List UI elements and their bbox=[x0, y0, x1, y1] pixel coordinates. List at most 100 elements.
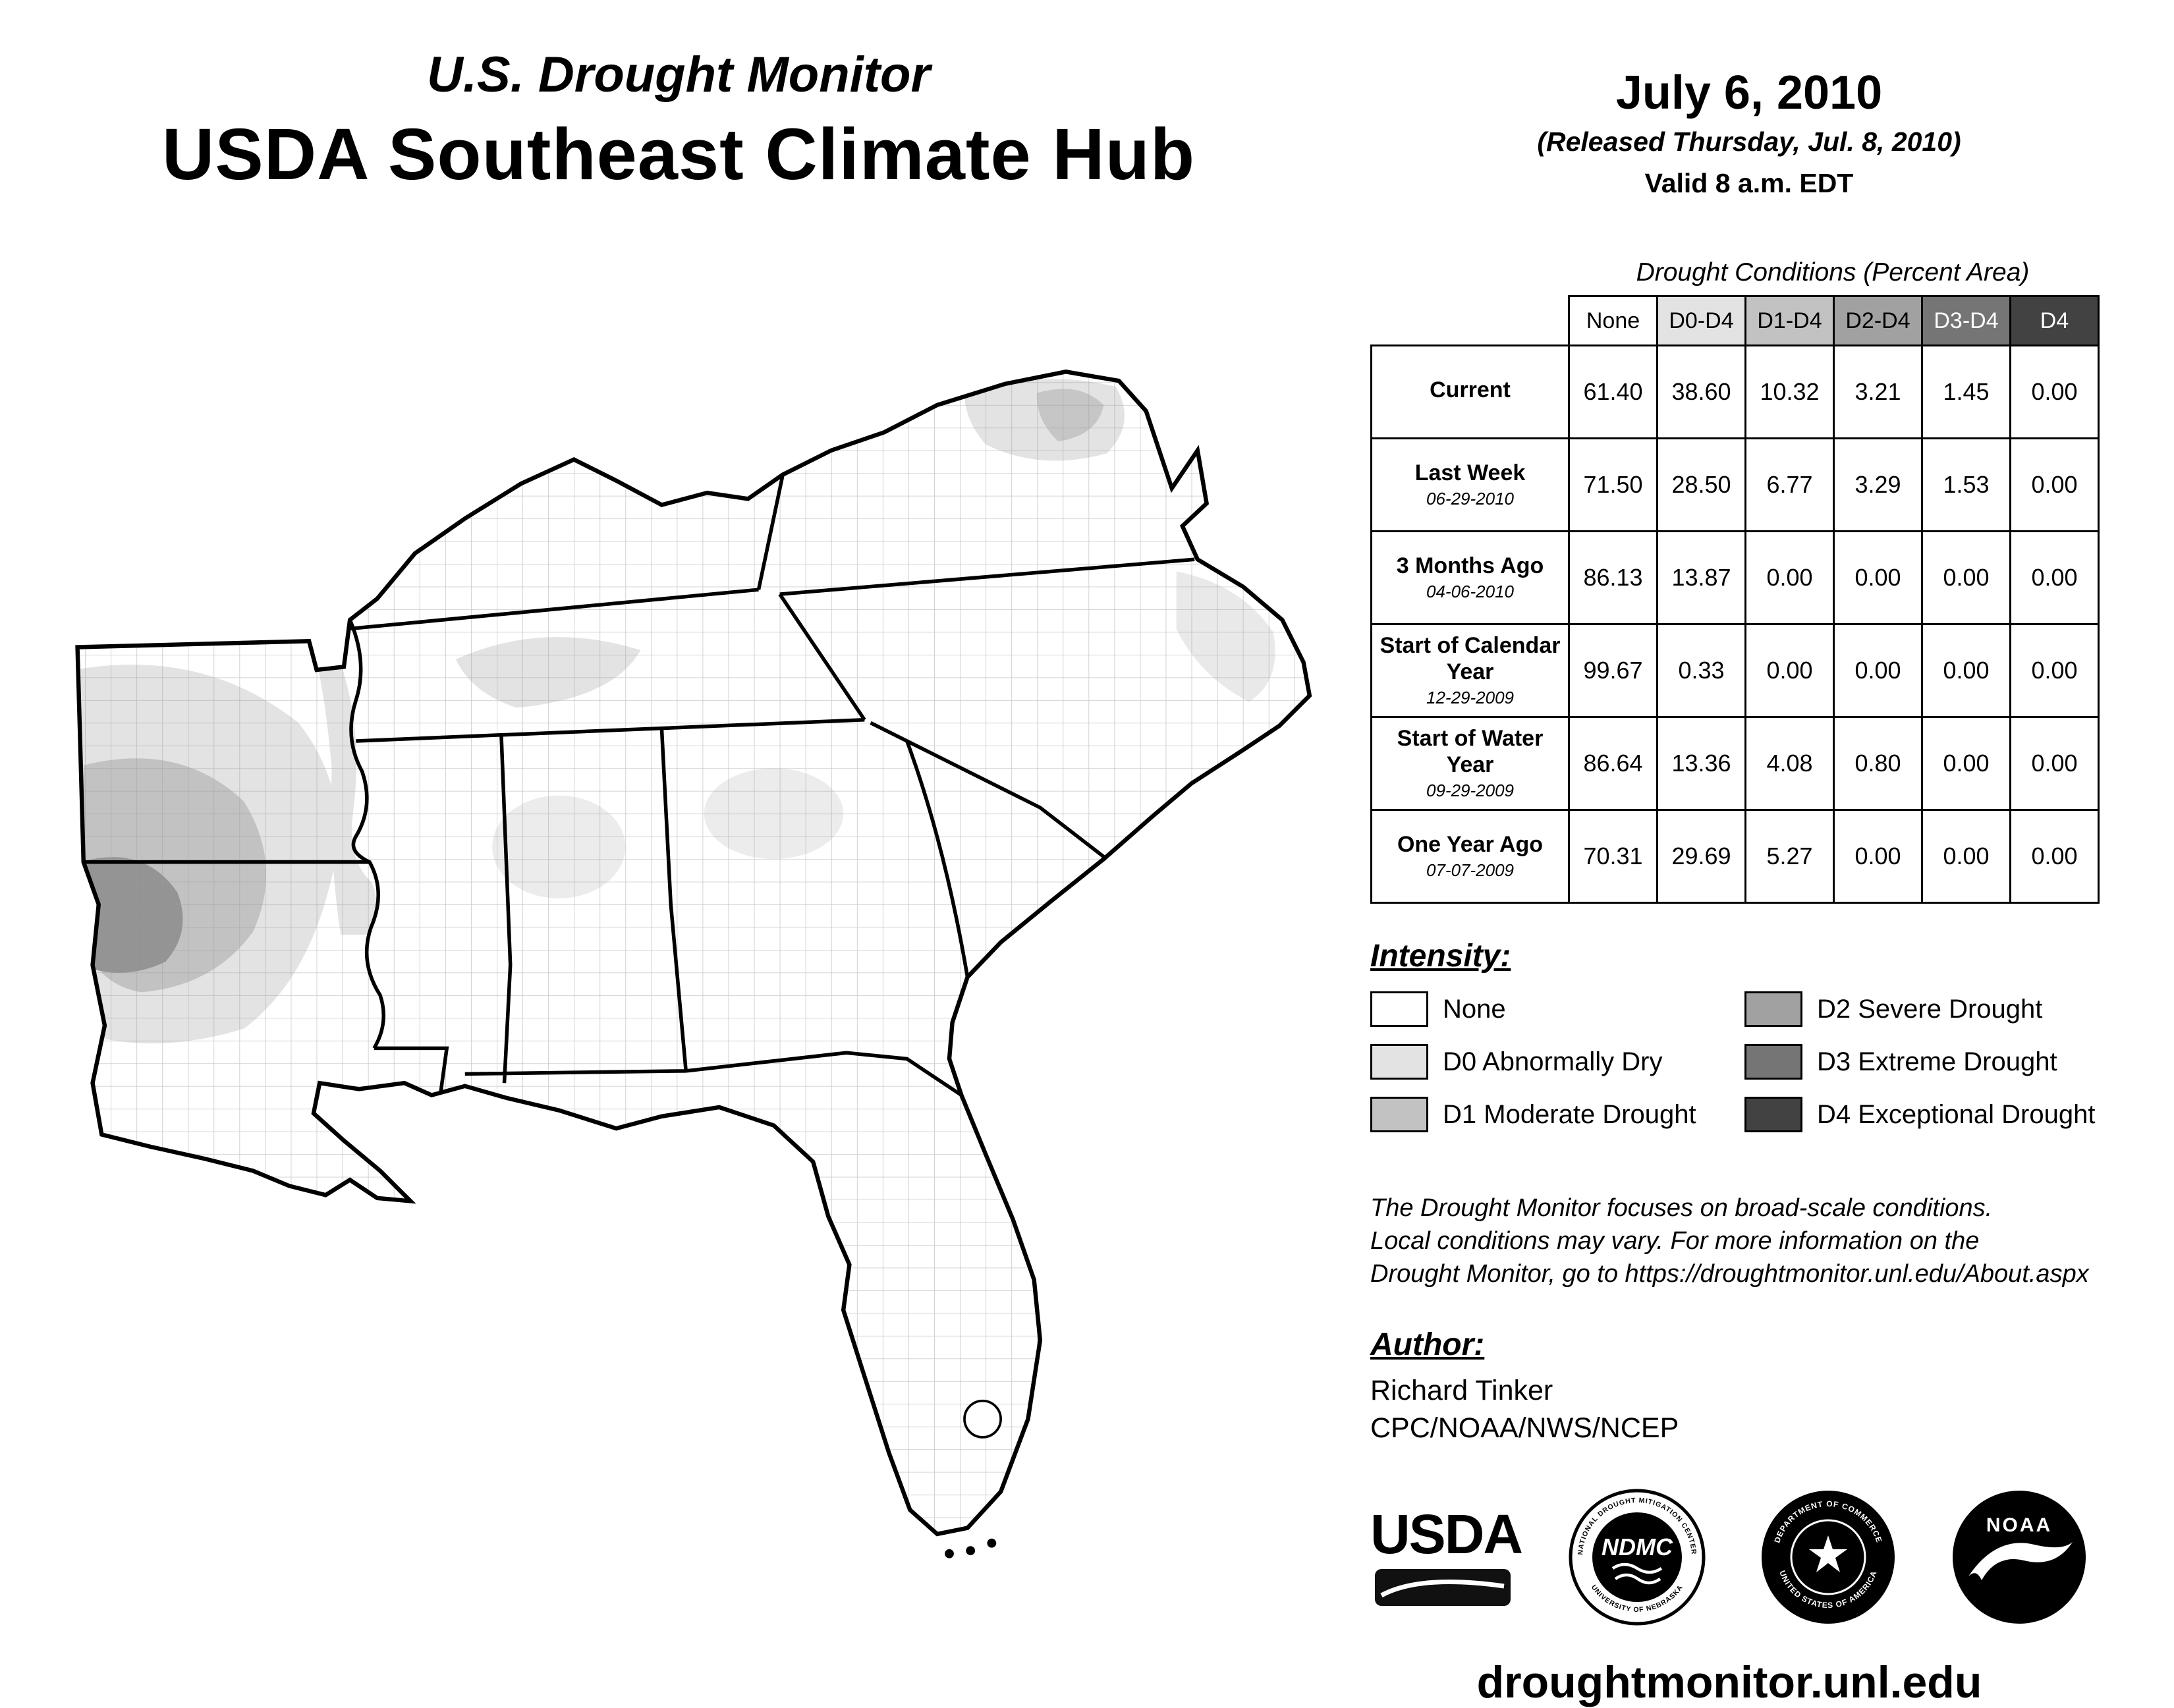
release-note: (Released Thursday, Jul. 8, 2010) bbox=[1537, 126, 1961, 157]
legend-swatch-d2 bbox=[1744, 991, 1802, 1027]
table-row: Start of Water Year 09-29-2009 86.64 13.… bbox=[1370, 716, 2100, 811]
table-row: Start of Calendar Year 12-29-2009 99.67 … bbox=[1370, 623, 2100, 718]
value-cell: 0.00 bbox=[1833, 530, 1923, 625]
legend-swatch-d0 bbox=[1370, 1044, 1428, 1080]
row-label-last-week: Last Week 06-29-2010 bbox=[1370, 437, 1570, 532]
value-cell: 0.00 bbox=[1744, 530, 1835, 625]
disclaimer-line: The Drought Monitor focuses on broad-sca… bbox=[1370, 1194, 1993, 1222]
row-label-one-year-ago: One Year Ago 07-07-2009 bbox=[1370, 809, 1570, 904]
value-cell: 0.00 bbox=[2009, 344, 2100, 439]
col-header-d1-d4: D1-D4 bbox=[1744, 295, 1835, 346]
county-lines-texture bbox=[77, 372, 1310, 1534]
col-header-d4: D4 bbox=[2009, 295, 2100, 346]
value-cell: 70.31 bbox=[1568, 809, 1658, 904]
legend-item-none: None bbox=[1370, 991, 1744, 1027]
lake-okeechobee bbox=[963, 1399, 1002, 1439]
logo-row: USDA NATIONAL DROUGHT MITIGATION CENTER … bbox=[1370, 1488, 2088, 1626]
author-org: CPC/NOAA/NWS/NCEP bbox=[1370, 1412, 1679, 1445]
value-cell: 13.36 bbox=[1656, 716, 1746, 811]
value-cell: 0.00 bbox=[1833, 623, 1923, 718]
col-header-d0-d4: D0-D4 bbox=[1656, 295, 1746, 346]
doc-eagle-icon bbox=[1809, 1535, 1847, 1573]
region-outline bbox=[75, 370, 1312, 1537]
disclaimer-line: Drought Monitor, go to https://droughtmo… bbox=[1370, 1260, 2089, 1288]
footer-url: droughtmonitor.unl.edu bbox=[1476, 1657, 1982, 1708]
legend-column-left: None D0 Abnormally Dry D1 Moderate Droug… bbox=[1370, 991, 1744, 1149]
florida-keys bbox=[945, 1538, 997, 1558]
value-cell: 0.00 bbox=[2009, 716, 2100, 811]
author-heading: Author: bbox=[1370, 1327, 1485, 1363]
ndmc-logo: NATIONAL DROUGHT MITIGATION CENTER UNIVE… bbox=[1569, 1489, 1706, 1626]
value-cell: 0.00 bbox=[2009, 623, 2100, 718]
noaa-logo-text: NOAA bbox=[1986, 1514, 2052, 1536]
value-cell: 0.00 bbox=[2009, 437, 2100, 532]
row-label-current: Current bbox=[1370, 344, 1570, 439]
intensity-legend: None D0 Abnormally Dry D1 Moderate Droug… bbox=[1370, 991, 2128, 1149]
legend-column-right: D2 Severe Drought D3 Extreme Drought D4 … bbox=[1744, 991, 2119, 1149]
value-cell: 4.08 bbox=[1744, 716, 1835, 811]
value-cell: 99.67 bbox=[1568, 623, 1658, 718]
value-cell: 0.00 bbox=[2009, 530, 2100, 625]
value-cell: 28.50 bbox=[1656, 437, 1746, 532]
value-cell: 0.80 bbox=[1833, 716, 1923, 811]
southeast-map-svg bbox=[75, 370, 1312, 1558]
ndmc-wave-icon bbox=[1614, 1574, 1661, 1585]
drought-map bbox=[59, 359, 1331, 1571]
value-cell: 13.87 bbox=[1656, 530, 1746, 625]
value-cell: 86.64 bbox=[1568, 716, 1658, 811]
legend-item-d4: D4 Exceptional Drought bbox=[1744, 1097, 2119, 1132]
right-column: July 6, 2010 (Released Thursday, Jul. 8,… bbox=[1370, 66, 2128, 1708]
table-row: One Year Ago 07-07-2009 70.31 29.69 5.27… bbox=[1370, 809, 2100, 904]
ndmc-wave-icon bbox=[1611, 1563, 1663, 1574]
legend-swatch-none bbox=[1370, 991, 1428, 1027]
value-cell: 0.00 bbox=[1921, 716, 2011, 811]
table-header-row: None D0-D4 D1-D4 D2-D4 D3-D4 D4 bbox=[1371, 295, 2100, 346]
table-row: Last Week 06-29-2010 71.50 28.50 6.77 3.… bbox=[1370, 437, 2100, 532]
noaa-seagull-icon bbox=[1968, 1542, 2073, 1581]
ndmc-logo-text: NDMC bbox=[1602, 1533, 1673, 1560]
value-cell: 3.21 bbox=[1833, 344, 1923, 439]
value-cell: 6.77 bbox=[1744, 437, 1835, 532]
value-cell: 1.53 bbox=[1921, 437, 2011, 532]
value-cell: 0.00 bbox=[1921, 809, 2011, 904]
value-cell: 10.32 bbox=[1744, 344, 1835, 439]
row-label-start-water-year: Start of Water Year 09-29-2009 bbox=[1370, 716, 1570, 811]
value-cell: 0.00 bbox=[1921, 530, 2011, 625]
table-caption: Drought Conditions (Percent Area) bbox=[1636, 258, 2030, 287]
value-cell: 1.45 bbox=[1921, 344, 2011, 439]
header: U.S. Drought Monitor USDA Southeast Clim… bbox=[26, 46, 1331, 196]
value-cell: 29.69 bbox=[1656, 809, 1746, 904]
author-name: Richard Tinker bbox=[1370, 1375, 1553, 1407]
value-cell: 0.33 bbox=[1656, 623, 1746, 718]
legend-swatch-d1 bbox=[1370, 1097, 1428, 1132]
col-header-none: None bbox=[1568, 295, 1658, 346]
report-kicker: U.S. Drought Monitor bbox=[426, 47, 931, 103]
disclaimer-line: Local conditions may vary. For more info… bbox=[1370, 1227, 1980, 1255]
usda-logo-swoosh bbox=[1375, 1569, 1511, 1607]
usda-logo-text: USDA bbox=[1370, 1503, 1523, 1566]
legend-item-d3: D3 Extreme Drought bbox=[1744, 1044, 2119, 1080]
release-date: July 6, 2010 bbox=[1615, 67, 1883, 119]
noaa-logo: NOAA bbox=[1953, 1491, 2086, 1624]
row-label-3-months-ago: 3 Months Ago 04-06-2010 bbox=[1370, 530, 1570, 625]
value-cell: 0.00 bbox=[1833, 809, 1923, 904]
disclaimer: The Drought Monitor focuses on broad-sca… bbox=[1370, 1192, 2128, 1290]
legend-item-d2: D2 Severe Drought bbox=[1744, 991, 2119, 1027]
value-cell: 0.00 bbox=[2009, 809, 2100, 904]
legend-item-d1: D1 Moderate Drought bbox=[1370, 1097, 1744, 1132]
value-cell: 86.13 bbox=[1568, 530, 1658, 625]
table-corner-cell bbox=[1371, 296, 1569, 346]
value-cell: 61.40 bbox=[1568, 344, 1658, 439]
value-cell: 0.00 bbox=[1744, 623, 1835, 718]
legend-swatch-d3 bbox=[1744, 1044, 1802, 1080]
usda-logo: USDA bbox=[1370, 1502, 1523, 1612]
col-header-d2-d4: D2-D4 bbox=[1833, 295, 1923, 346]
legend-swatch-d4 bbox=[1744, 1097, 1802, 1132]
release-block: July 6, 2010 (Released Thursday, Jul. 8,… bbox=[1370, 66, 2128, 199]
legend-item-d0: D0 Abnormally Dry bbox=[1370, 1044, 1744, 1080]
valid-time: Valid 8 a.m. EDT bbox=[1644, 168, 1854, 198]
drought-table: None D0-D4 D1-D4 D2-D4 D3-D4 D4 Current … bbox=[1370, 295, 2100, 904]
value-cell: 0.00 bbox=[1921, 623, 2011, 718]
value-cell: 3.29 bbox=[1833, 437, 1923, 532]
